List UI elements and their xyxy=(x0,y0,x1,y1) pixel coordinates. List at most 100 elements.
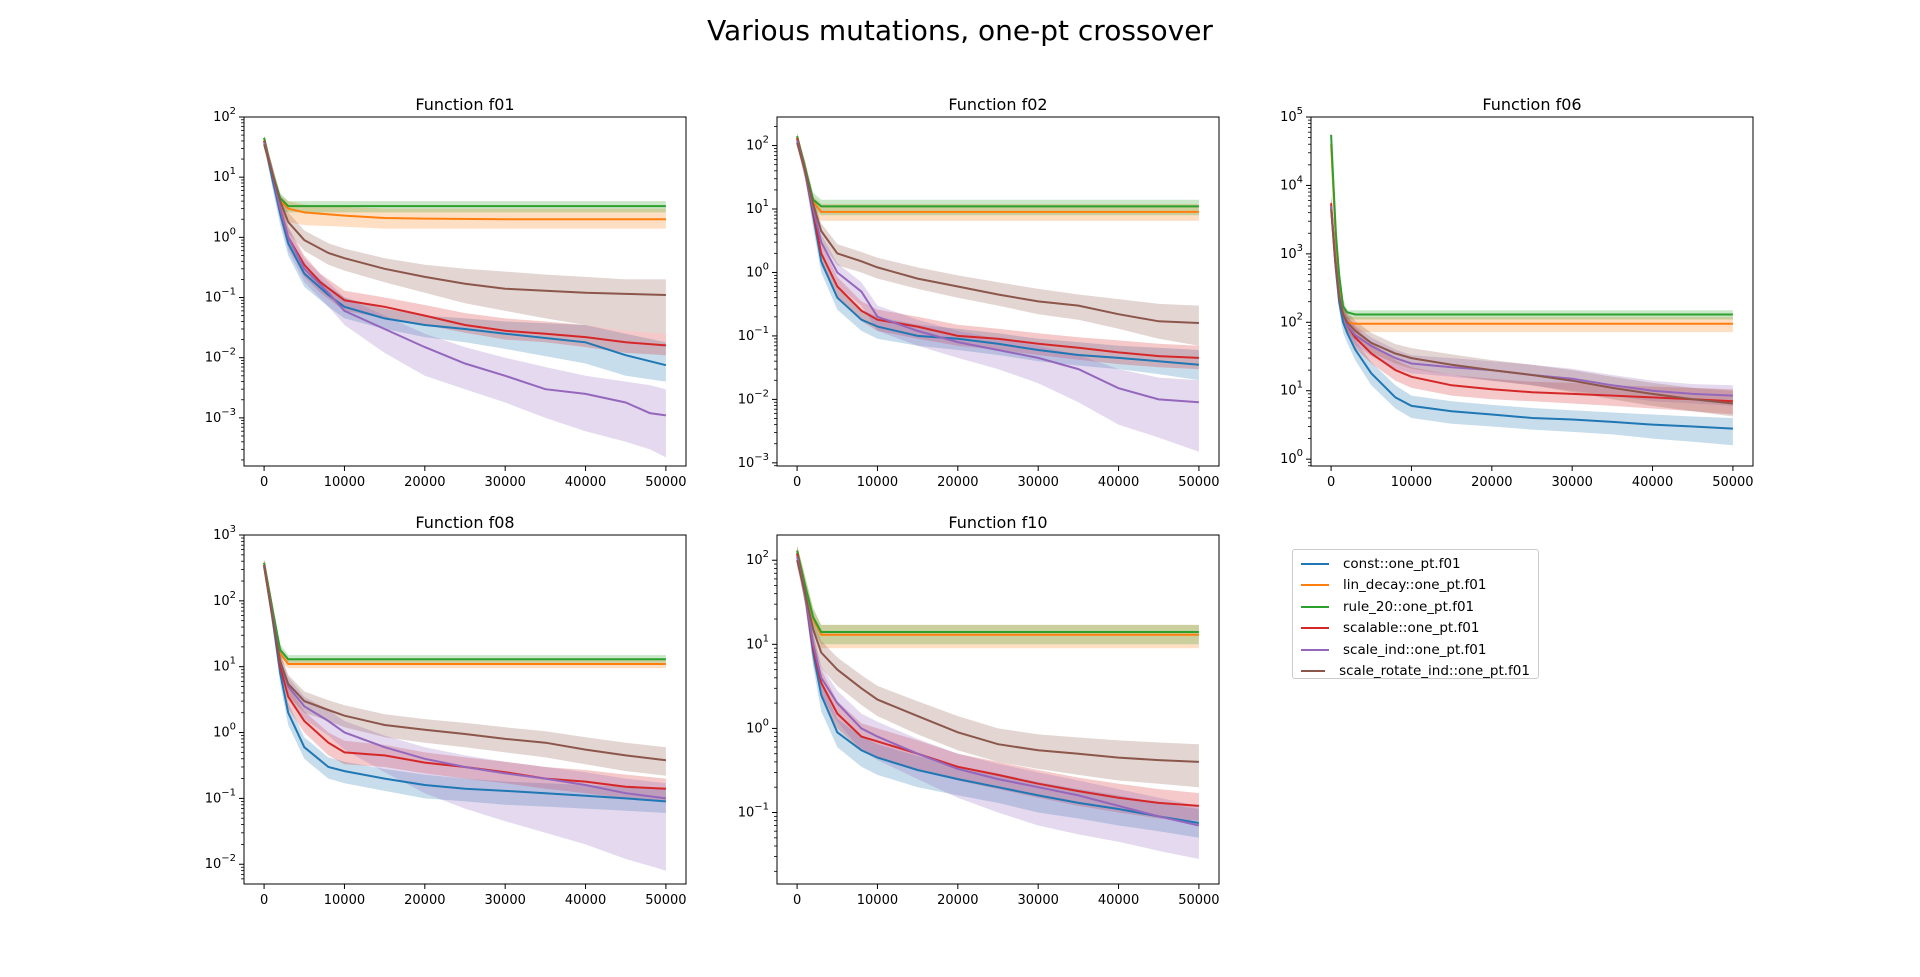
x-tick-label: 10000 xyxy=(857,893,898,908)
x-tick-label: 20000 xyxy=(404,893,445,908)
series-line xyxy=(796,140,1199,404)
series-line xyxy=(796,556,1200,827)
figure-title: Various mutations, one-pt crossover xyxy=(707,14,1213,47)
legend: const::one_pt.f01 lin_decay::one_pt.f01 … xyxy=(1292,549,1539,679)
legend-item: rule_20::one_pt.f01 xyxy=(1301,596,1530,618)
subplot: 0 10000 20000 30000 40000 50000 10−1 100 101 102 F… xyxy=(738,513,1220,908)
series-band xyxy=(797,545,1199,649)
legend-label: const::one_pt.f01 xyxy=(1343,555,1461,572)
axes-frame xyxy=(243,534,687,885)
y-tick-label: 101 xyxy=(213,166,236,185)
subplot-title: Function f01 xyxy=(415,95,514,114)
subplot-title: Function f06 xyxy=(1482,95,1581,114)
series-band xyxy=(264,559,666,663)
y-tick-label: 10−3 xyxy=(205,407,236,426)
x-tick-label: 40000 xyxy=(1098,475,1139,490)
series-line xyxy=(263,140,667,367)
x-tick-label: 50000 xyxy=(1712,475,1753,490)
series-band xyxy=(1331,196,1733,406)
x-tick-label: 10000 xyxy=(324,475,365,490)
series-band xyxy=(797,134,1199,370)
plot-area xyxy=(1330,129,1734,446)
x-tick-label: 10000 xyxy=(857,475,898,490)
legend-swatch xyxy=(1301,627,1329,630)
series-band xyxy=(797,136,1199,452)
legend-item: scalable::one_pt.f01 xyxy=(1301,618,1530,640)
x-tick-label: 0 xyxy=(260,893,268,908)
series-band xyxy=(264,559,666,802)
x-tick-label: 30000 xyxy=(1552,475,1593,490)
y-tick-label: 10−2 xyxy=(205,347,236,366)
series-band xyxy=(264,561,666,776)
series-line xyxy=(263,562,666,661)
legend-label: lin_decay::one_pt.f01 xyxy=(1343,577,1487,594)
x-tick-label: 50000 xyxy=(645,893,686,908)
series-band xyxy=(797,553,1199,788)
series-line xyxy=(263,137,666,208)
x-tick-label: 20000 xyxy=(937,893,978,908)
series-line xyxy=(263,566,667,762)
y-tick-label: 102 xyxy=(1280,311,1303,330)
series-band xyxy=(797,545,1199,645)
series-band xyxy=(1331,129,1733,320)
y-tick-label: 102 xyxy=(746,549,769,568)
legend-label: scalable::one_pt.f01 xyxy=(1343,620,1480,637)
x-tick-label: 50000 xyxy=(1178,475,1219,490)
x-tick-label: 0 xyxy=(793,893,801,908)
y-tick-label: 10−2 xyxy=(738,388,769,407)
series-line xyxy=(796,142,1199,324)
series-band xyxy=(797,132,1199,216)
series-line xyxy=(263,144,666,296)
legend-label: rule_20::one_pt.f01 xyxy=(1343,598,1475,615)
series-line xyxy=(263,564,666,803)
x-tick-label: 20000 xyxy=(1471,475,1512,490)
subplot: 0 10000 20000 30000 40000 50000 10−3 10−2 10−1 10… xyxy=(205,95,687,490)
axes-frame xyxy=(776,534,1220,885)
x-tick-label: 0 xyxy=(260,475,268,490)
legend-swatch xyxy=(1301,648,1329,651)
series-line xyxy=(1330,209,1734,405)
y-tick-label: 101 xyxy=(746,633,769,652)
y-tick-label: 101 xyxy=(213,656,236,675)
series-band xyxy=(797,550,1199,859)
y-tick-label: 105 xyxy=(1280,106,1303,125)
y-tick-label: 100 xyxy=(213,722,236,741)
y-tick-label: 10−1 xyxy=(738,802,769,821)
y-tick-label: 10−1 xyxy=(738,325,769,344)
series-line xyxy=(263,564,666,790)
legend-label: scale_ind::one_pt.f01 xyxy=(1343,641,1487,658)
legend-label: scale_rotate_ind::one_pt.f01 xyxy=(1339,663,1530,680)
y-tick-label: 102 xyxy=(213,590,236,609)
y-tick-label: 10−1 xyxy=(205,787,236,806)
y-tick-label: 100 xyxy=(213,226,236,245)
series-line xyxy=(796,138,1199,359)
legend-swatch xyxy=(1301,670,1326,673)
x-tick-label: 30000 xyxy=(1018,893,1059,908)
x-tick-label: 40000 xyxy=(565,893,606,908)
series-band xyxy=(1331,196,1733,446)
subplot-title: Function f08 xyxy=(415,513,514,532)
y-tick-label: 100 xyxy=(746,261,769,280)
x-tick-label: 20000 xyxy=(937,475,978,490)
series-line xyxy=(796,559,1199,763)
legend-item: const::one_pt.f01 xyxy=(1301,553,1530,575)
plot-area xyxy=(263,559,667,871)
series-band xyxy=(264,559,666,669)
y-tick-label: 101 xyxy=(746,198,769,217)
x-tick-label: 50000 xyxy=(1178,893,1219,908)
subplot: 0 10000 20000 30000 40000 50000 100 101 102 103 10… xyxy=(1280,95,1754,490)
y-tick-label: 10−1 xyxy=(205,287,236,306)
y-tick-label: 100 xyxy=(1280,448,1303,467)
y-tick-label: 103 xyxy=(1280,243,1303,261)
y-tick-label: 101 xyxy=(1280,380,1303,399)
y-tick-label: 104 xyxy=(1280,174,1303,193)
y-tick-label: 102 xyxy=(213,106,236,125)
legend-swatch xyxy=(1301,584,1329,587)
plot-area xyxy=(796,132,1199,452)
x-tick-label: 40000 xyxy=(1632,475,1673,490)
y-tick-label: 100 xyxy=(746,717,769,736)
series-line xyxy=(796,553,1200,824)
series-band xyxy=(264,137,666,458)
series-line xyxy=(263,562,666,665)
